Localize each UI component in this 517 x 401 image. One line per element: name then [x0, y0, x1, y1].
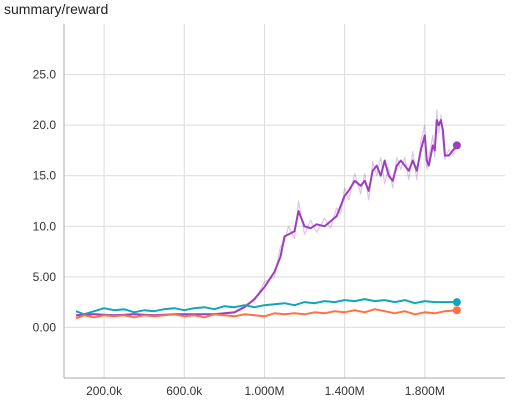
series-0-line	[75, 119, 458, 317]
chart-title: summary/reward	[4, 1, 109, 17]
y-tick-label: 15.0	[33, 169, 57, 183]
series-0-end-marker	[452, 141, 461, 150]
x-tick-label: 600.0k	[166, 384, 203, 398]
series-1-line	[75, 298, 457, 316]
y-tick-label: 0.00	[33, 320, 57, 334]
x-tick-label: 1.400M	[325, 384, 365, 398]
series-2-end-marker	[452, 306, 461, 315]
y-tick-label: 10.0	[33, 219, 57, 233]
x-tick-label: 200.0k	[86, 384, 123, 398]
y-tick-label: 20.0	[33, 118, 57, 132]
y-tick-label: 25.0	[33, 68, 57, 82]
series-2-line	[75, 308, 457, 320]
x-tick-label: 1.800M	[405, 384, 445, 398]
y-tick-label: 5.00	[33, 270, 57, 284]
x-tick-label: 1.000M	[244, 384, 284, 398]
series-1-end-marker	[452, 298, 461, 307]
